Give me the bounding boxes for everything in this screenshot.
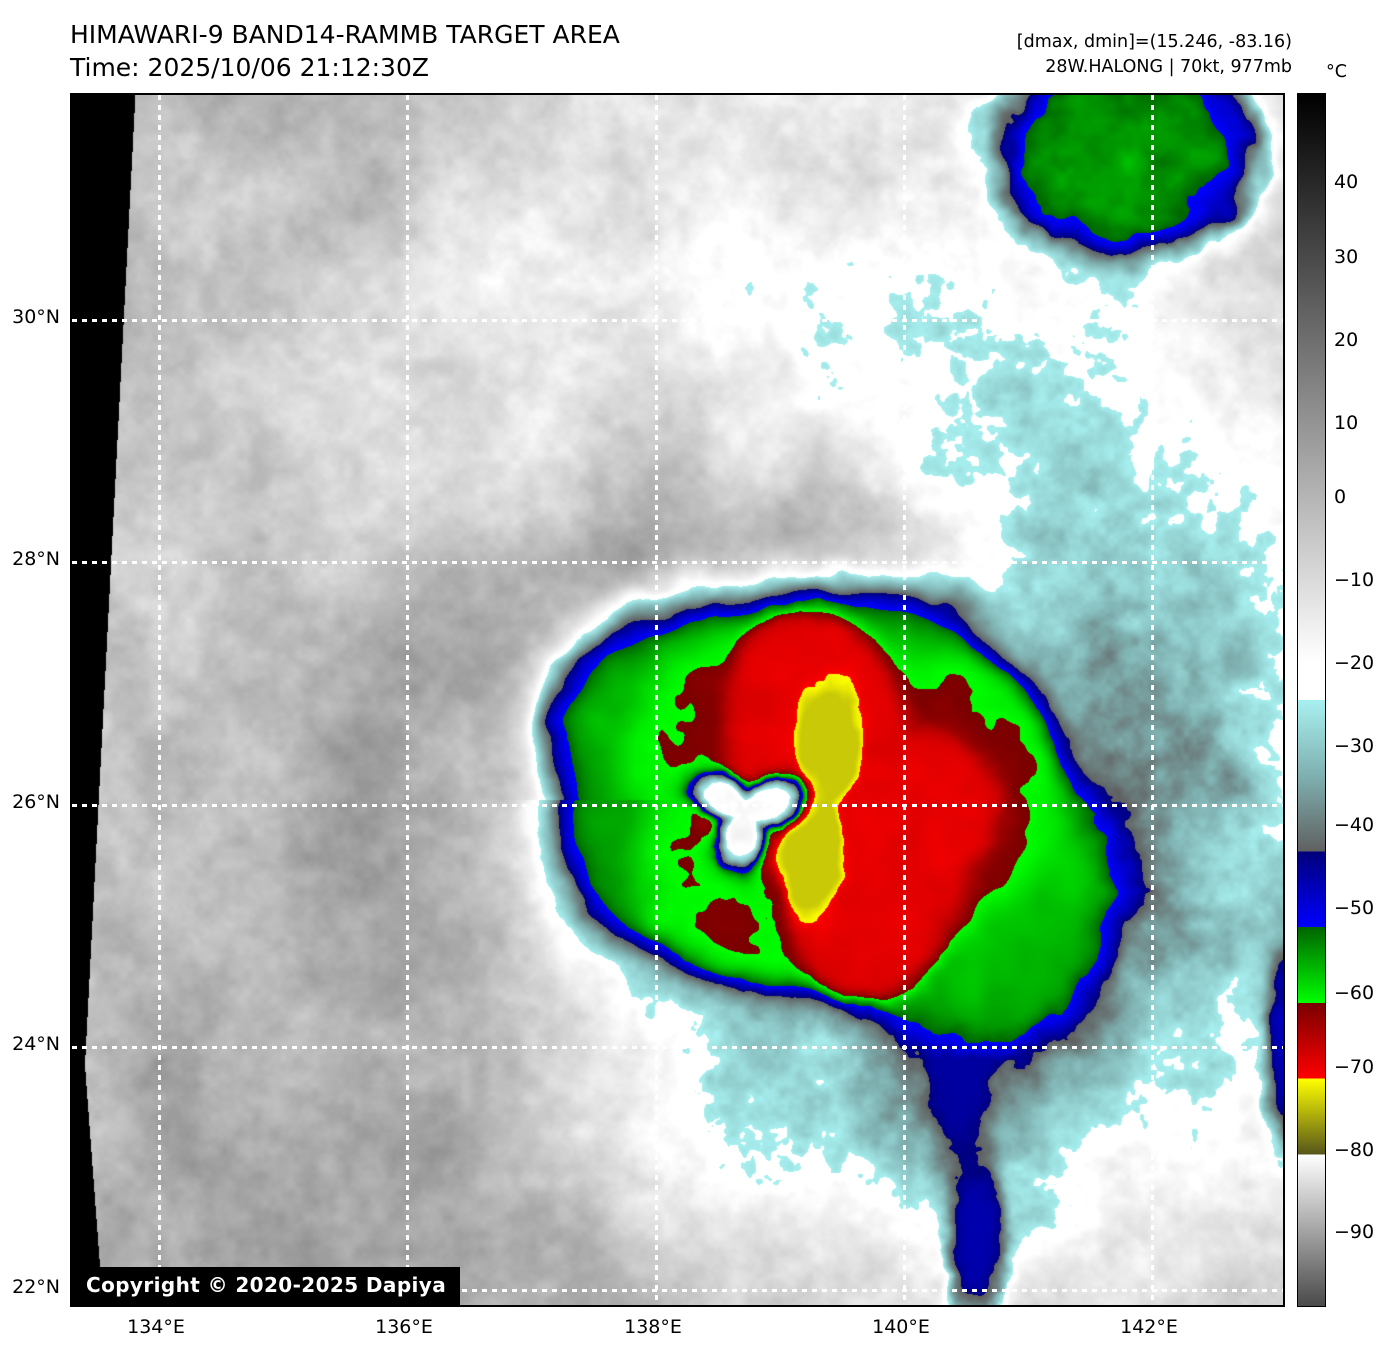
cbtick-m90: −90 (1334, 1221, 1375, 1243)
xtick-140E: 140°E (872, 1316, 930, 1338)
xtick-134E: 134°E (127, 1316, 185, 1338)
cbtick-m80: −80 (1334, 1139, 1375, 1161)
cbtick-20: 20 (1334, 329, 1359, 351)
cbtick-m70: −70 (1334, 1056, 1375, 1078)
temperature-colorbar[interactable] (1297, 93, 1326, 1307)
ytick-30N: 30°N (12, 306, 60, 328)
ytick-22N: 22°N (12, 1276, 60, 1298)
colorbar-gradient (1298, 94, 1325, 1306)
cbtick-m40: −40 (1334, 814, 1375, 836)
infrared-imagery-canvas (72, 95, 1283, 1305)
copyright-label: Copyright © 2020-2025 Dapiya (72, 1267, 461, 1305)
dmax-dmin-label: [dmax, dmin]=(15.246, -83.16) (1016, 32, 1292, 52)
cbtick-m10: −10 (1334, 569, 1375, 591)
xtick-136E: 136°E (375, 1316, 433, 1338)
ytick-28N: 28°N (12, 548, 60, 570)
cbtick-m50: −50 (1334, 897, 1375, 919)
ytick-26N: 26°N (12, 791, 60, 813)
xtick-138E: 138°E (624, 1316, 682, 1338)
cbtick-m20: −20 (1334, 652, 1375, 674)
xtick-142E: 142°E (1120, 1316, 1178, 1338)
metadata-block: [dmax, dmin]=(15.246, -83.16) 28W.HALONG … (1017, 30, 1292, 81)
ytick-24N: 24°N (12, 1033, 60, 1055)
satellite-image-plot[interactable]: Copyright © 2020-2025 Dapiya (70, 93, 1285, 1307)
cbtick-m60: −60 (1334, 982, 1375, 1004)
cbtick-10: 10 (1334, 412, 1359, 434)
storm-info-label: 28W.HALONG | 70kt, 977mb (1045, 57, 1292, 78)
product-title: HIMAWARI-9 BAND14-RAMMB TARGET AREA (70, 20, 620, 49)
page-title: HIMAWARI-9 BAND14-RAMMB TARGET AREA Time:… (70, 18, 620, 84)
cbtick-m30: −30 (1334, 735, 1375, 757)
timestamp-label: Time: 2025/10/06 21:12:30Z (70, 53, 429, 82)
cbtick-0: 0 (1334, 486, 1347, 508)
cbtick-40: 40 (1334, 171, 1359, 193)
colorbar-unit-label: °C (1326, 62, 1347, 82)
cbtick-30: 30 (1334, 246, 1359, 268)
